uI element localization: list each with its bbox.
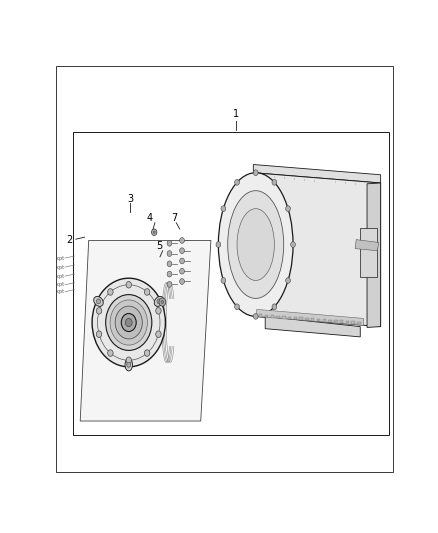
Circle shape <box>145 289 150 295</box>
Bar <box>340 320 343 323</box>
Ellipse shape <box>219 173 293 317</box>
Circle shape <box>167 261 172 266</box>
Polygon shape <box>253 173 381 327</box>
Bar <box>346 321 349 323</box>
Text: 2: 2 <box>66 235 72 245</box>
Circle shape <box>156 331 161 337</box>
Circle shape <box>125 318 132 327</box>
Circle shape <box>180 279 184 284</box>
Text: opt: opt <box>57 282 64 287</box>
Text: 3: 3 <box>127 193 133 204</box>
Circle shape <box>145 350 150 357</box>
Ellipse shape <box>228 191 284 298</box>
Circle shape <box>180 268 184 274</box>
Bar <box>322 319 326 321</box>
Bar <box>311 318 314 321</box>
Circle shape <box>108 289 113 295</box>
Circle shape <box>272 180 277 185</box>
Text: 4: 4 <box>147 213 153 223</box>
Bar <box>74 132 389 435</box>
Circle shape <box>221 206 226 212</box>
Ellipse shape <box>94 296 103 306</box>
Circle shape <box>96 299 100 304</box>
Bar <box>334 320 338 322</box>
Bar <box>294 317 297 319</box>
Text: 6: 6 <box>156 304 162 314</box>
Circle shape <box>126 357 131 364</box>
Bar <box>305 318 309 320</box>
Circle shape <box>127 362 131 367</box>
Circle shape <box>167 281 172 287</box>
Circle shape <box>152 229 157 236</box>
Text: opt: opt <box>57 273 64 279</box>
Text: opt: opt <box>57 289 64 294</box>
Circle shape <box>121 313 136 332</box>
Circle shape <box>159 298 166 306</box>
Bar <box>282 316 286 319</box>
Circle shape <box>180 258 184 264</box>
Circle shape <box>291 241 295 247</box>
Circle shape <box>92 278 166 367</box>
Circle shape <box>108 350 113 357</box>
Circle shape <box>235 304 240 310</box>
Ellipse shape <box>237 208 274 280</box>
Polygon shape <box>355 240 379 251</box>
Text: opt: opt <box>57 256 64 261</box>
Bar <box>259 314 262 317</box>
Circle shape <box>167 240 172 246</box>
Bar <box>357 321 360 324</box>
Bar <box>317 319 320 321</box>
Circle shape <box>96 308 102 314</box>
Text: 5: 5 <box>156 241 162 251</box>
Circle shape <box>157 299 161 304</box>
Bar <box>300 318 303 320</box>
Circle shape <box>180 248 184 254</box>
Polygon shape <box>265 317 360 337</box>
Circle shape <box>110 300 148 345</box>
Circle shape <box>286 206 290 212</box>
Circle shape <box>286 278 290 284</box>
Circle shape <box>161 301 164 304</box>
Bar <box>351 321 355 324</box>
Bar <box>328 319 332 322</box>
Text: 7: 7 <box>171 213 177 223</box>
Circle shape <box>167 251 172 256</box>
Circle shape <box>253 313 258 319</box>
Circle shape <box>235 180 240 185</box>
Polygon shape <box>367 183 381 327</box>
Circle shape <box>153 231 155 233</box>
Bar <box>265 315 268 317</box>
Circle shape <box>96 331 102 337</box>
Circle shape <box>253 170 258 175</box>
Bar <box>271 316 274 318</box>
Circle shape <box>272 304 277 310</box>
Polygon shape <box>257 309 364 325</box>
Text: 1: 1 <box>233 109 240 119</box>
Circle shape <box>126 281 131 288</box>
Bar <box>288 317 291 319</box>
Text: opt: opt <box>57 264 64 270</box>
Circle shape <box>180 238 184 243</box>
Circle shape <box>115 306 142 339</box>
Bar <box>276 316 280 318</box>
Circle shape <box>156 308 161 314</box>
Circle shape <box>106 295 152 350</box>
Circle shape <box>216 241 221 247</box>
Ellipse shape <box>125 359 132 371</box>
Circle shape <box>167 271 172 277</box>
Polygon shape <box>253 165 381 183</box>
Circle shape <box>221 278 226 284</box>
Bar <box>360 228 377 277</box>
Ellipse shape <box>154 296 164 306</box>
Polygon shape <box>80 240 211 421</box>
